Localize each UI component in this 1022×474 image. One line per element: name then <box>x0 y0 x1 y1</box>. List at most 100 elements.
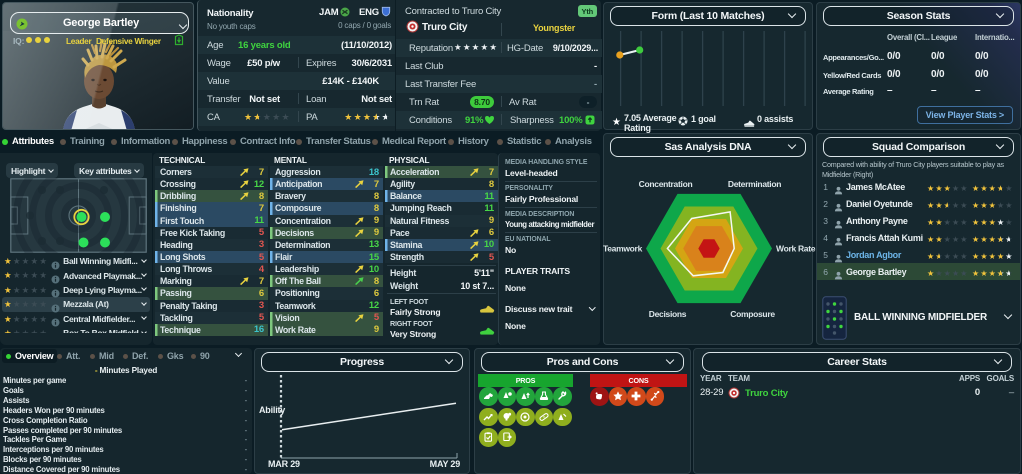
attribute-name: Long Shots <box>160 252 206 263</box>
tab-label: Attributes <box>12 136 54 147</box>
squad-player-name: Jordan Agbor <box>846 249 902 260</box>
career-stats-header-dropdown[interactable]: Career Stats <box>702 352 1012 372</box>
attribute-value: 11 <box>484 202 494 214</box>
overview-tab-att[interactable]: Att. <box>53 349 84 363</box>
career-year: 28-29 <box>700 387 724 398</box>
attribute-name: First Touch <box>160 215 204 226</box>
person-icon <box>834 186 843 195</box>
star-rating: ★ ★ ★ ★ ★ <box>927 268 968 278</box>
squad-status: Youngster <box>533 23 576 33</box>
tab-medical-report[interactable]: Medical Report <box>372 136 446 147</box>
minutes-played-subheader: - Minutes Played <box>94 365 158 375</box>
role-name: Central Midfielder... <box>63 313 136 324</box>
overview-tab-gks[interactable]: Gks <box>154 349 187 363</box>
squad-row-george-bartley[interactable]: 6 George Bartley ★ ★ ★ ★ ★ ★ ★ ★ ★ ★ ★ ★ <box>817 263 1020 280</box>
attribute-row-determination: Determination 13 <box>270 238 383 251</box>
tab-analysis[interactable]: Analysis <box>545 136 592 147</box>
season-row-label: Yellow/Red Cards <box>823 71 882 80</box>
overview-tab-def[interactable]: Def. <box>119 349 152 363</box>
role-row-ball-winning-midfi-[interactable]: ★ ★ ★ ★ ★ Ball Winning Midfi... <box>2 254 150 270</box>
attribute-value: 11 <box>254 215 264 227</box>
key-attributes-dropdown[interactable]: Key attributes <box>74 163 145 178</box>
dna-header-dropdown[interactable]: Sas Analysis DNA <box>610 137 806 157</box>
overview-tab-mid[interactable]: Mid <box>86 349 118 363</box>
progress-header-dropdown[interactable]: Progress <box>261 352 463 372</box>
person-icon <box>834 254 843 263</box>
tab-dot <box>6 353 11 359</box>
discuss-new-trait-dropdown[interactable]: Discuss new trait <box>505 304 597 314</box>
squad-row-anthony-payne[interactable]: 3 Anthony Payne ★ ★ ★ ★ ★ ★ ★ ★ ★ ★ <box>817 212 1020 229</box>
star-rating: ★ ★ ★ ★ ★ <box>4 255 47 266</box>
chevron-down-icon <box>665 355 675 365</box>
role-row-deep-lying-playma-[interactable]: ★ ★ ★ ★ ★ Deep Lying Playma... <box>2 283 150 298</box>
role-row-advanced-playmak-[interactable]: ★ ★ ★ ★ ★ Advanced Playmak... <box>2 268 150 284</box>
overview-tab-overview[interactable]: Overview <box>2 349 58 363</box>
attribute-change-arrow <box>355 180 364 189</box>
view-player-stats-button[interactable]: View Player Stats > <box>916 106 1013 124</box>
player-name-dropdown[interactable]: George Bartley <box>10 12 189 34</box>
tab-training[interactable]: Training <box>60 136 105 147</box>
injury-icon <box>645 387 664 406</box>
attribute-arrow <box>240 314 249 322</box>
chevron-down-icon <box>993 355 1003 365</box>
attribute-name: Work Rate <box>275 324 316 335</box>
career-table-row[interactable]: 28-29 Truro City 0 – <box>694 387 1020 402</box>
chevron-down-icon[interactable] <box>234 349 243 358</box>
tab-attributes[interactable]: Attributes <box>2 136 54 147</box>
info-icon <box>51 300 60 313</box>
stat-row-assists: Assists - <box>0 396 252 406</box>
star-rating: ★ ★ ★ ★ ★ <box>4 284 47 295</box>
season-value: 0/0 <box>975 69 989 80</box>
attribute-arrow <box>355 168 364 176</box>
attribute-row-agility: Agility 8 <box>385 178 498 191</box>
star-rating: ★ ★ ★ ★ ★ ★ <box>927 251 968 261</box>
season-stats-header-dropdown[interactable]: Season Stats <box>823 6 1014 26</box>
attribute-value: 11 <box>484 190 494 202</box>
person-icon <box>834 237 843 246</box>
attributes-panel: TECHNICAL Corners 7 Crossing 12 Dribbling 8 Fi… <box>153 153 498 345</box>
tab-happiness[interactable]: Happiness <box>172 136 228 147</box>
form-header-dropdown[interactable]: Form (Last 10 Matches) <box>610 6 806 26</box>
role-row-central-midfielder-[interactable]: ★ ★ ★ ★ ★ Central Midfielder... <box>2 312 150 327</box>
season-value: – <box>887 85 893 96</box>
attribute-arrow <box>470 180 479 188</box>
attribute-change-arrow <box>355 216 364 225</box>
pros-cons-panel: Pros and Cons PROS CONS <box>474 348 691 474</box>
attribute-row-strength: Strength 5 <box>385 250 498 264</box>
progress-panel: Progress Ability MAR 29 MAY 29 <box>254 348 470 474</box>
career-team: Truro City <box>728 387 788 399</box>
pros-cons-header-dropdown[interactable]: Pros and Cons <box>481 352 684 372</box>
current-ability-stars: ★ ★ ★ ★ ★ <box>927 212 972 230</box>
squad-row-jordan-agbor[interactable]: 5 Jordan Agbor ★ ★ ★ ★ ★ ★ ★ ★ ★ ★ ★ <box>817 246 1020 263</box>
contract-row[interactable]: Contracted to Truro City Yth Truro City … <box>396 3 602 36</box>
tab-statistic[interactable]: Statistic <box>497 136 542 147</box>
squad-comparison-header-dropdown[interactable]: Squad Comparison <box>823 137 1014 157</box>
overview-stats-panel: Overview Att. Mid Def. Gks 90 - Minutes Playe… <box>0 348 252 474</box>
attribute-row-leadership: Leadership 10 <box>270 263 383 276</box>
squad-row-daniel-oyetunde[interactable]: 2 Daniel Oyetunde ★ ★ ★ ★ ★ ★ ★ ★ ★ ★ ★ <box>817 195 1020 212</box>
attribute-value: 15 <box>368 251 379 263</box>
tab-dot <box>172 138 178 145</box>
current-ability-stars: ★ ★ ★ ★ ★ <box>927 263 972 281</box>
chevron-down-icon <box>1003 310 1013 320</box>
chevron-down-icon <box>141 328 147 333</box>
overview-tab-90[interactable]: 90 <box>187 349 214 363</box>
role-row-mezzala-at-[interactable]: ★ ★ ★ ★ ★ Mezzala (At) <box>2 297 150 313</box>
attribute-name: Leadership <box>275 264 319 275</box>
attribute-arrow <box>470 204 479 212</box>
tab-information[interactable]: Information <box>111 136 170 147</box>
tab-label: Information <box>121 136 170 147</box>
iq-dot <box>26 37 32 43</box>
tab-contract-info[interactable]: Contract Info <box>230 136 296 147</box>
tab-transfer-status[interactable]: Transfer Status <box>296 136 371 147</box>
chevron-down-icon <box>995 140 1005 150</box>
star-rating: ★ ★ ★ ★ ★ ★ ★ <box>972 234 1013 244</box>
attribute-arrow <box>355 241 364 249</box>
role-list: ★ ★ ★ ★ ★ Ball Winning Midfi... ★ ★ ★ ★ ★ Advanced … <box>2 254 150 333</box>
tab-history[interactable]: History <box>448 136 489 147</box>
squad-row-james-mcatee[interactable]: 1 James McAtee ★ ★ ★ ★ ★ ★ ★ ★ ★ ★ ★ <box>817 178 1020 195</box>
squad-row-francis-attah-kumi[interactable]: 4 Francis Attah Kumi ★ ★ ★ ★ ★ ★ ★ ★ ★ ★ ★ ★ <box>817 229 1020 246</box>
squad-role-footer[interactable]: BALL WINNING MIDFIELDER <box>817 294 1020 341</box>
highlight-dropdown[interactable]: Highlight <box>6 163 59 178</box>
role-row-box-to-box-midfield-[interactable]: ★★★★★ Box To Box Midfield... <box>2 326 150 333</box>
